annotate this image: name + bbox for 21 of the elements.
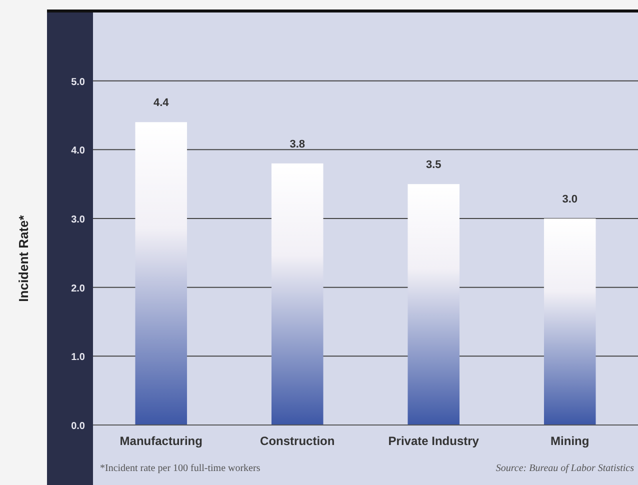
y-tick-label: 0.0: [71, 421, 86, 432]
y-tick-label: 5.0: [71, 76, 86, 88]
bar: [544, 218, 596, 425]
x-tick-label: Mining: [550, 434, 590, 448]
text: *Incident rate per 100 full-time workers: [100, 463, 260, 474]
bar: [135, 122, 188, 425]
bar: [408, 184, 460, 425]
x-tick-label: Construction: [260, 434, 335, 448]
source-note: Source: Bureau of Labor Statistics: [496, 463, 634, 474]
x-tick-label: Manufacturing: [120, 434, 202, 448]
y-tick-label: 2.0: [71, 283, 86, 294]
y-tick-label: 4.0: [71, 146, 86, 157]
data-label: 3.8: [290, 138, 306, 150]
y-axis-title: Incident Rate*: [16, 214, 31, 302]
bar: [271, 163, 324, 425]
data-label: 3.5: [426, 159, 442, 172]
data-label: 3.0: [562, 194, 578, 206]
x-tick-label: Private Industry: [388, 434, 480, 448]
data-label: 4.4: [153, 97, 170, 110]
y-tick-label: 1.0: [71, 352, 86, 364]
y-tick-label: 3.0: [71, 214, 86, 226]
